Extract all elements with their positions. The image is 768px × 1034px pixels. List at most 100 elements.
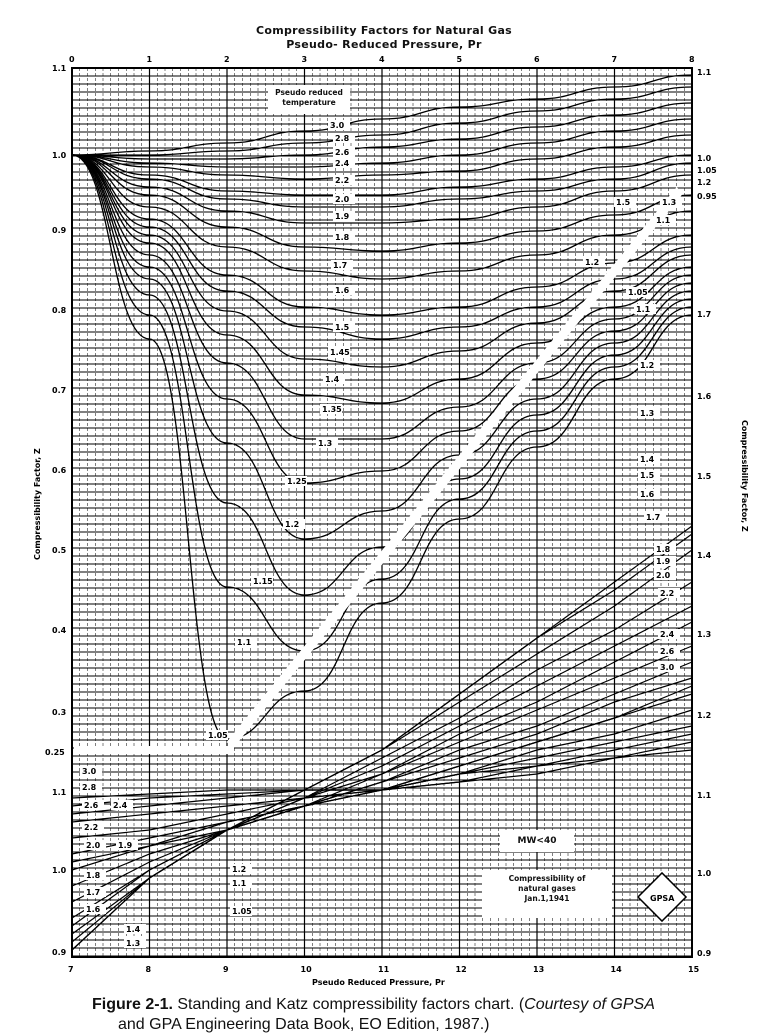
figure-caption-line2: and GPA Engineering Data Book, EO Editio… [118,1016,490,1033]
curve-hp-tpr-1.3 [71,581,693,935]
curve-tpr-2.0 [71,154,693,196]
note-line3: Jan.1,1941 [524,894,570,903]
svg-text:2.4: 2.4 [660,630,675,639]
svg-text:1.7: 1.7 [333,261,347,270]
svg-text:1.3: 1.3 [640,409,654,418]
svg-text:1.3: 1.3 [697,630,711,639]
svg-text:12: 12 [456,965,467,974]
svg-text:2.8: 2.8 [335,134,350,143]
svg-text:2.6: 2.6 [660,647,675,656]
right-axis-label: Compressibility Factor, Z [740,420,749,532]
curve-tpr-2.6 [71,102,693,160]
svg-text:2: 2 [224,55,230,64]
curve-hp-tpr-1.6 [71,645,693,903]
curves-high-pressure [71,525,693,951]
curve-tpr-3.0 [71,74,693,156]
svg-text:1.3: 1.3 [318,439,332,448]
svg-text:1.35: 1.35 [322,405,342,414]
svg-text:1.05: 1.05 [208,731,228,740]
grid [71,67,693,957]
svg-text:0: 0 [69,55,75,64]
svg-text:1: 1 [147,55,153,64]
svg-text:2.6: 2.6 [335,148,350,157]
svg-text:3.0: 3.0 [330,121,345,130]
svg-text:0.7: 0.7 [52,386,66,395]
bottom-axis-ticks: 7 8 9 10 11 12 13 14 15 [68,965,700,974]
svg-text:1.1: 1.1 [636,305,651,314]
svg-text:1.2: 1.2 [697,711,711,720]
svg-text:1.1: 1.1 [52,788,67,797]
svg-text:2.0: 2.0 [335,195,350,204]
svg-text:1.6: 1.6 [335,286,350,295]
curve-tpr-1.6 [71,154,693,280]
svg-text:2.2: 2.2 [335,176,349,185]
curve-tpr-1.8 [71,154,693,224]
svg-text:0.6: 0.6 [52,466,67,475]
svg-text:1.9: 1.9 [335,212,350,221]
svg-text:1.4: 1.4 [325,375,340,384]
svg-text:1.2: 1.2 [232,865,246,874]
svg-text:8: 8 [146,965,152,974]
note-line1: Compressibility of [508,874,586,883]
svg-text:5: 5 [457,55,463,64]
svg-text:1.7: 1.7 [86,888,100,897]
svg-text:2.8: 2.8 [82,783,97,792]
svg-text:0.5: 0.5 [52,546,67,555]
svg-text:1.5: 1.5 [640,471,655,480]
svg-text:1.1: 1.1 [232,879,247,888]
svg-text:3.0: 3.0 [660,663,675,672]
svg-text:3: 3 [302,55,308,64]
svg-text:1.1: 1.1 [697,68,712,77]
curve-labels: 3.0 2.8 2.6 2.4 2.2 2.0 1.9 1.8 1.7 1.6 1.5 1.45 1.4… [80,120,682,948]
note-line2: natural gases [518,884,576,893]
svg-text:1.4: 1.4 [640,455,655,464]
svg-text:1.2: 1.2 [640,361,654,370]
svg-text:1.6: 1.6 [86,905,101,914]
left-axis-ticks: 1.1 1.0 0.9 0.8 0.7 0.6 0.5 0.4 0.3 0.25 1.1 1.0 0.9 [45,64,67,957]
svg-text:1.1: 1.1 [52,64,67,73]
chart-title: Compressibility Factors for Natural Gas [255,24,513,37]
svg-text:9: 9 [223,965,229,974]
svg-text:2.6: 2.6 [84,801,99,810]
svg-text:1.5: 1.5 [616,198,631,207]
svg-text:2.4: 2.4 [335,159,350,168]
chart-canvas: 3.02.82.62.42.22.01.91.81.71.61.51.451.4… [33,55,749,987]
svg-text:1.4: 1.4 [697,551,712,560]
svg-text:2.0: 2.0 [656,571,671,580]
svg-text:15: 15 [688,965,700,974]
svg-text:1.7: 1.7 [646,513,660,522]
curve-hp-tpr-3.0 [71,749,693,799]
svg-text:1.45: 1.45 [330,348,350,357]
right-axis-ticks: 1.1 1.0 1.05 1.2 0.95 1.7 1.6 1.5 1.4 1.3 1.2 1.1 1.… [697,68,717,958]
curve-tpr-1.4 [71,154,693,368]
svg-text:1.0: 1.0 [697,869,712,878]
curve-tpr-1.5 [71,154,693,316]
svg-text:1.25: 1.25 [287,477,307,486]
svg-text:3.0: 3.0 [82,767,97,776]
svg-text:1.0: 1.0 [697,154,712,163]
top-axis-ticks: 0 1 2 3 4 5 6 7 8 [69,55,695,64]
svg-text:0.9: 0.9 [697,949,712,958]
svg-text:0.8: 0.8 [52,306,67,315]
svg-text:1.1: 1.1 [697,791,712,800]
svg-text:1.05: 1.05 [697,166,717,175]
svg-text:13: 13 [533,965,544,974]
gpsa-logo-icon: GPSA [636,871,688,923]
svg-text:0.25: 0.25 [45,748,65,757]
top-axis-title: Pseudo- Reduced Pressure, Pr [286,38,482,51]
curve-tpr-1.9 [71,154,693,208]
svg-text:1.6: 1.6 [697,392,712,401]
svg-text:1.6: 1.6 [640,490,655,499]
mw-label: MW<40 [517,836,557,846]
svg-text:1.2: 1.2 [585,258,599,267]
curve-hp-tpr-1.8 [71,677,693,871]
svg-text:1.8: 1.8 [335,233,350,242]
curve-tpr-1.3 [71,154,693,440]
curve-tpr-1.05 [71,154,693,740]
svg-text:1.2: 1.2 [697,178,711,187]
curve-tpr-1.25 [71,154,693,484]
svg-text:1.0: 1.0 [52,151,67,160]
svg-text:1.3: 1.3 [662,198,676,207]
curve-tpr-2.8 [72,86,693,156]
curve-tpr-1.15 [71,154,693,596]
